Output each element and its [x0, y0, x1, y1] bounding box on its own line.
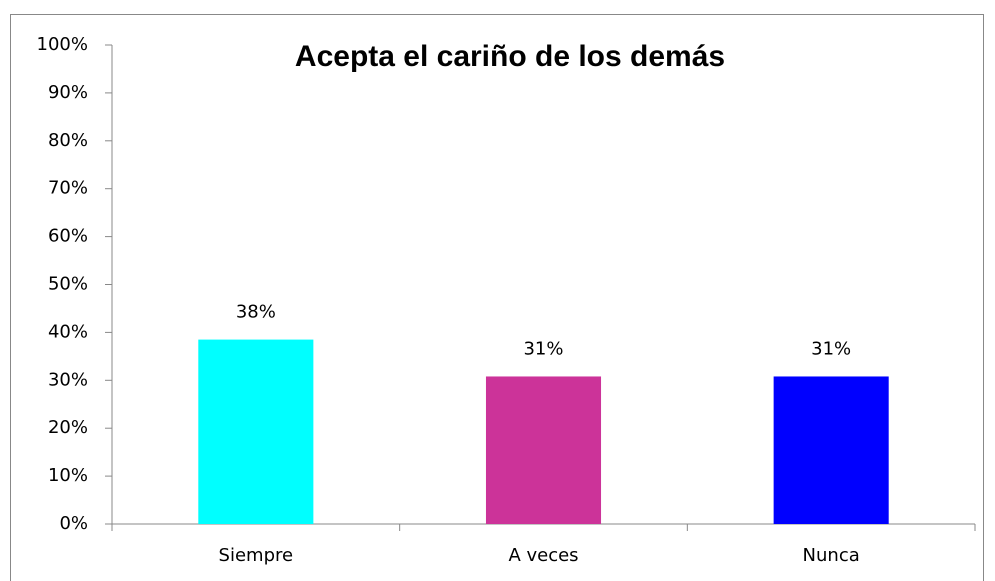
bar [198, 339, 314, 524]
data-label: 31% [523, 338, 563, 359]
y-tick-label: 80% [48, 130, 88, 151]
y-tick-label: 0% [59, 513, 88, 534]
y-tick-label: 90% [48, 82, 88, 103]
y-tick-label: 100% [37, 34, 88, 55]
bar [485, 376, 602, 524]
data-label: 38% [236, 302, 276, 323]
x-tick-label: A veces [508, 545, 578, 566]
bar [773, 376, 889, 524]
y-tick-label: 40% [48, 321, 88, 342]
y-tick-label: 10% [48, 465, 88, 486]
y-tick-label: 70% [48, 178, 88, 199]
chart-title: Acepta el cariño de los demás [295, 40, 725, 73]
x-tick-label: Nunca [803, 545, 860, 566]
y-tick-label: 50% [48, 274, 88, 295]
x-tick-label: Siempre [219, 545, 294, 566]
y-tick-label: 20% [48, 417, 88, 438]
y-tick-label: 30% [48, 369, 88, 390]
data-label: 31% [811, 338, 851, 359]
y-tick-label: 60% [48, 226, 88, 247]
